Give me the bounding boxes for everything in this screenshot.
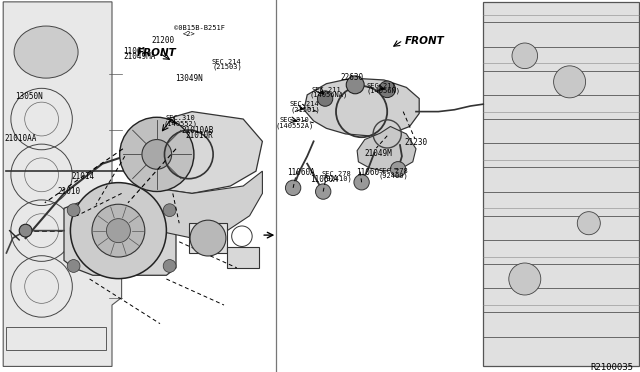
Circle shape (317, 91, 333, 106)
Circle shape (106, 219, 131, 243)
Circle shape (163, 260, 176, 272)
Text: SEC.310: SEC.310 (165, 115, 195, 121)
Circle shape (285, 180, 301, 196)
Text: 21230: 21230 (404, 138, 428, 147)
Text: (21501): (21501) (291, 106, 320, 112)
Text: SEC.211: SEC.211 (312, 87, 341, 93)
Text: 21049MA: 21049MA (124, 52, 156, 61)
Text: 21010R: 21010R (186, 131, 213, 140)
Text: FRONT: FRONT (404, 36, 444, 46)
Text: 11060: 11060 (356, 168, 380, 177)
Polygon shape (189, 223, 227, 253)
Circle shape (67, 204, 80, 217)
Text: 21049M: 21049M (365, 149, 392, 158)
Circle shape (92, 204, 145, 257)
Text: (14056N): (14056N) (366, 87, 400, 94)
Text: (21503): (21503) (212, 63, 242, 70)
Text: (14056NA): (14056NA) (309, 92, 348, 98)
Polygon shape (125, 112, 262, 193)
Circle shape (346, 76, 364, 94)
Text: SEC.214: SEC.214 (211, 59, 241, 65)
Text: SEC.214: SEC.214 (289, 101, 319, 107)
Polygon shape (483, 2, 639, 366)
Circle shape (163, 204, 176, 217)
Circle shape (512, 43, 538, 68)
Polygon shape (3, 2, 122, 366)
Circle shape (354, 174, 369, 190)
Text: SEC.310: SEC.310 (279, 117, 308, 123)
Circle shape (577, 212, 600, 235)
Circle shape (379, 81, 396, 97)
Text: 21014: 21014 (72, 172, 95, 181)
Text: (140552): (140552) (163, 120, 197, 126)
Circle shape (70, 183, 166, 279)
Text: SEC.211: SEC.211 (366, 83, 396, 89)
Text: 21010: 21010 (58, 187, 81, 196)
Text: 11060A: 11060A (287, 168, 315, 177)
Text: 21010AB: 21010AB (181, 126, 214, 135)
Circle shape (67, 260, 80, 272)
Text: (140552A): (140552A) (275, 122, 314, 128)
Text: <2>: <2> (182, 31, 195, 36)
Text: 11060A: 11060A (310, 175, 337, 184)
Polygon shape (357, 126, 416, 171)
Circle shape (120, 117, 194, 192)
Text: 21200: 21200 (151, 36, 174, 45)
Circle shape (509, 263, 541, 295)
Circle shape (316, 184, 331, 199)
Text: R2100035: R2100035 (591, 363, 634, 372)
Circle shape (19, 224, 32, 237)
Polygon shape (304, 78, 419, 136)
Text: 22630: 22630 (340, 73, 364, 81)
Text: SEC.278: SEC.278 (379, 168, 408, 174)
Circle shape (232, 226, 252, 247)
Text: FRONT: FRONT (136, 48, 176, 58)
Circle shape (390, 161, 406, 177)
Circle shape (142, 140, 172, 169)
Text: 13049N: 13049N (175, 74, 203, 83)
Bar (6, 327, 106, 350)
Text: (92410): (92410) (323, 176, 352, 182)
Polygon shape (134, 171, 262, 238)
Ellipse shape (14, 26, 78, 78)
Circle shape (190, 220, 226, 256)
Text: 11061: 11061 (124, 47, 147, 56)
Bar (227, 247, 259, 268)
Text: 21010AA: 21010AA (4, 134, 37, 143)
Text: SEC.278: SEC.278 (321, 171, 351, 177)
Text: ©0B15B-B251F: ©0B15B-B251F (174, 25, 225, 31)
Text: (92400): (92400) (379, 173, 408, 179)
Circle shape (554, 66, 586, 98)
Text: 13050N: 13050N (15, 92, 43, 101)
Polygon shape (64, 201, 176, 275)
